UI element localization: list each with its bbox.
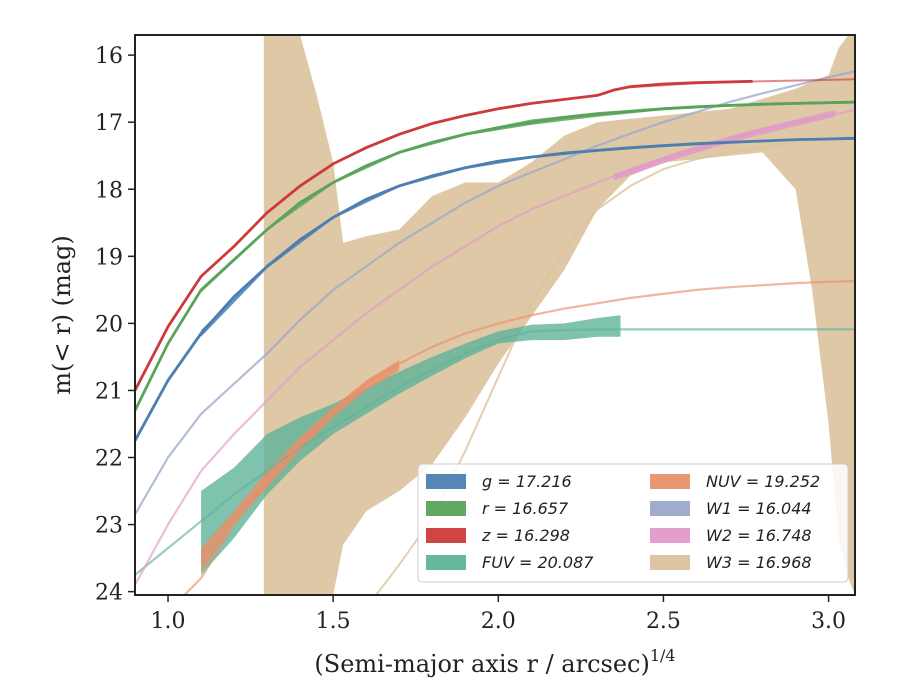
plot-area [135,35,855,595]
plot-frame [134,34,856,596]
series-fuv-band [201,315,621,575]
series-z-line [135,79,753,392]
series-r-line [135,100,855,412]
x-tick-label: 2.5 [646,609,681,634]
series-w2-line [135,109,855,586]
legend-label-nuv: NUV = 19.252 [706,472,820,491]
x-tick-label: 1.0 [151,609,186,634]
y-tick-label: 22 [95,447,123,472]
legend-box [417,463,849,583]
y-tick-label: 20 [95,312,123,337]
y-tick-label: 18 [95,178,123,203]
legend-swatch-nuv [650,474,690,489]
y-tick-label: 16 [95,44,123,69]
legend-label-r: r = 16.657 [482,499,569,518]
legend-swatch-w3 [650,555,690,570]
series-w2-band [613,110,836,181]
legend-swatch-r [426,501,466,516]
legend-label-fuv: FUV = 20.087 [482,553,594,572]
legend-label-z: z = 16.298 [481,526,570,545]
x-axis-title: (Semi-major axis r / arcsec)1/4 [314,646,675,678]
x-axis-title-exponent: 1/4 [650,646,676,665]
x-tick-label: 1.5 [316,609,351,634]
y-axis-title: m(< r) (mag) [48,235,76,394]
series-nuv-line [183,280,855,595]
y-axis: 16 17 18 19 20 21 22 23 24 [95,44,135,606]
x-axis: 1.0 1.5 2.0 2.5 3.0 [151,595,846,634]
x-tick-label: 2.0 [481,609,516,634]
y-tick-label: 21 [95,379,123,404]
series-w3-band [263,35,855,595]
legend: g = 17.216 r = 16.657 z = 16.298 FUV = 20.0… [417,463,849,583]
legend-swatch-z [426,528,466,543]
series-fuv-line [135,328,855,576]
y-tick-label: 24 [95,581,123,606]
series-w1-line [135,70,855,516]
legend-swatch-g [426,474,466,489]
y-tick-label: 17 [95,111,123,136]
legend-label-w1: W1 = 16.044 [706,499,812,518]
legend-label-w3: W3 = 16.968 [706,553,812,572]
legend-label-g: g = 17.216 [482,472,572,491]
y-tick-label: 23 [95,514,123,539]
legend-label-w2: W2 = 16.748 [706,526,812,545]
y-tick-label: 19 [95,245,123,270]
legend-swatch-w2 [650,528,690,543]
series-g-line [135,136,855,442]
legend-swatch-w1 [650,501,690,516]
series-nuv-band [201,360,400,572]
legend-swatch-fuv [426,555,466,570]
x-tick-label: 3.0 [811,609,846,634]
